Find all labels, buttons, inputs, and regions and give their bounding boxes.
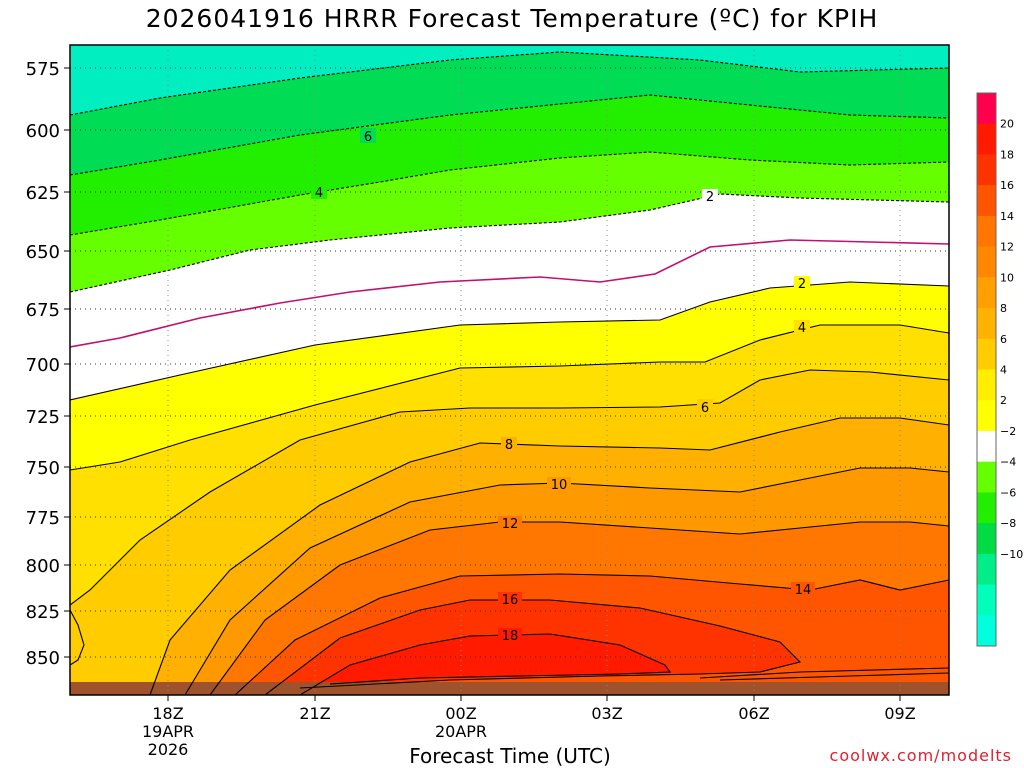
contour-label: 8 [505, 438, 513, 453]
contour-surface-lines [699, 667, 949, 681]
colorbar-swatch [977, 277, 996, 309]
y-tick-label: 825 [26, 602, 60, 623]
colorbar: 20 18 16 14 12 10 8 6 4 2 −2 −4 −6 −8 −10 [976, 92, 1023, 647]
colorbar-label: 6 [1000, 333, 1007, 346]
colorbar-label: 10 [1000, 271, 1014, 284]
colorbar-label: 8 [1000, 302, 1007, 315]
colorbar-label: −8 [1000, 517, 1016, 530]
contour-label: 16 [502, 593, 519, 608]
colorbar-label: 20 [1000, 118, 1014, 131]
y-tick-label: 625 [26, 183, 60, 204]
contour-label: 14 [795, 583, 812, 598]
colorbar-frame [976, 92, 997, 647]
contour-label: 6 [701, 401, 709, 416]
y-axis: 575 600 625 650 675 700 725 750 775 800 825 850 [26, 59, 70, 669]
contour-10 [184, 467, 949, 695]
colorbar-label: 2 [1000, 394, 1007, 407]
contour-14 [234, 573, 949, 695]
x-axis-title: Forecast Time (UTC) [409, 744, 611, 768]
colorbar-label: 16 [1000, 179, 1014, 192]
colorbar-swatch [977, 523, 996, 555]
x-tick-label: 09Z [884, 704, 915, 723]
plot-frame [69, 44, 950, 696]
colorbar-label: 12 [1000, 241, 1014, 254]
colorbar-label: −6 [1000, 486, 1016, 499]
x-tick-label: 00Z [445, 704, 476, 723]
contour-4 [70, 324, 949, 471]
colorbar-label: 14 [1000, 210, 1014, 223]
x-tick-label: 06Z [738, 704, 769, 723]
colorbar-swatch [977, 461, 996, 493]
colorbar-swatch [977, 553, 996, 586]
colorbar-swatch [977, 369, 996, 401]
terrain [70, 682, 949, 695]
colorbar-swatch [977, 123, 996, 155]
colorbar-label: −2 [1000, 425, 1016, 438]
contour-label: 4 [315, 186, 323, 201]
colorbar-swatch [977, 308, 996, 340]
contour-minus-6 [70, 94, 949, 176]
x-tick-sublabel: 19APR [142, 722, 194, 741]
colorbar-swatch [977, 246, 996, 278]
y-tick-label: 800 [26, 556, 60, 577]
x-tick-label: 03Z [591, 704, 622, 723]
y-tick-label: 850 [26, 648, 60, 669]
x-tick-sublabel: 20APR [435, 722, 487, 741]
contour-labels: 6 4 2 2 4 6 8 10 12 14 16 18 [311, 128, 815, 644]
contour-16 [264, 599, 802, 695]
x-tick-label: 18Z [152, 704, 183, 723]
colorbar-label: −10 [1000, 548, 1023, 561]
contour-12 [209, 521, 949, 695]
colorbar-label: 4 [1000, 364, 1007, 377]
chart-title: 2026041916 HRRR Forecast Temperature (ºC… [145, 4, 879, 33]
credit-text: coolwx.com/modelts [829, 746, 1012, 765]
y-tick-label: 750 [26, 458, 60, 479]
y-tick-label: 575 [26, 59, 60, 80]
colorbar-swatch [977, 154, 996, 186]
colorbar-swatch [977, 492, 996, 524]
x-tick-label: 21Z [299, 704, 330, 723]
y-tick-label: 650 [26, 242, 60, 263]
contour-label: 2 [798, 277, 806, 292]
contour-6 [70, 369, 949, 606]
colorbar-swatch [977, 400, 996, 432]
contour-lines [70, 51, 949, 695]
contour-label: 12 [502, 517, 519, 532]
colorbar-label: −4 [1000, 456, 1016, 469]
colorbar-swatch [977, 93, 996, 125]
contour-minus-8 [70, 51, 949, 116]
grid [70, 45, 949, 695]
contour-label: 10 [551, 478, 568, 493]
contour-8 [149, 417, 949, 695]
contour-zero [70, 239, 949, 348]
colorbar-swatch [977, 338, 996, 370]
contour-left-edge [70, 609, 85, 666]
contour-minus-4 [70, 151, 949, 236]
y-tick-label: 775 [26, 508, 60, 529]
y-tick-label: 600 [26, 121, 60, 142]
contour-label: 2 [706, 190, 714, 205]
contour-label: 6 [364, 130, 372, 145]
contour-18 [299, 633, 672, 695]
contour-label: 4 [798, 321, 806, 336]
colorbar-label: 18 [1000, 148, 1014, 161]
y-tick-label: 675 [26, 300, 60, 321]
colorbar-swatch [977, 615, 996, 647]
colorbar-swatch [977, 215, 996, 248]
colorbar-swatch [977, 584, 996, 616]
x-tick-sublabel: 2026 [148, 740, 189, 759]
y-tick-label: 700 [26, 355, 60, 376]
y-tick-label: 725 [26, 407, 60, 428]
contour-label: 18 [502, 629, 519, 644]
colorbar-swatch [977, 185, 996, 217]
contour-minus-2 [70, 193, 949, 293]
colorbar-swatch [977, 430, 996, 463]
